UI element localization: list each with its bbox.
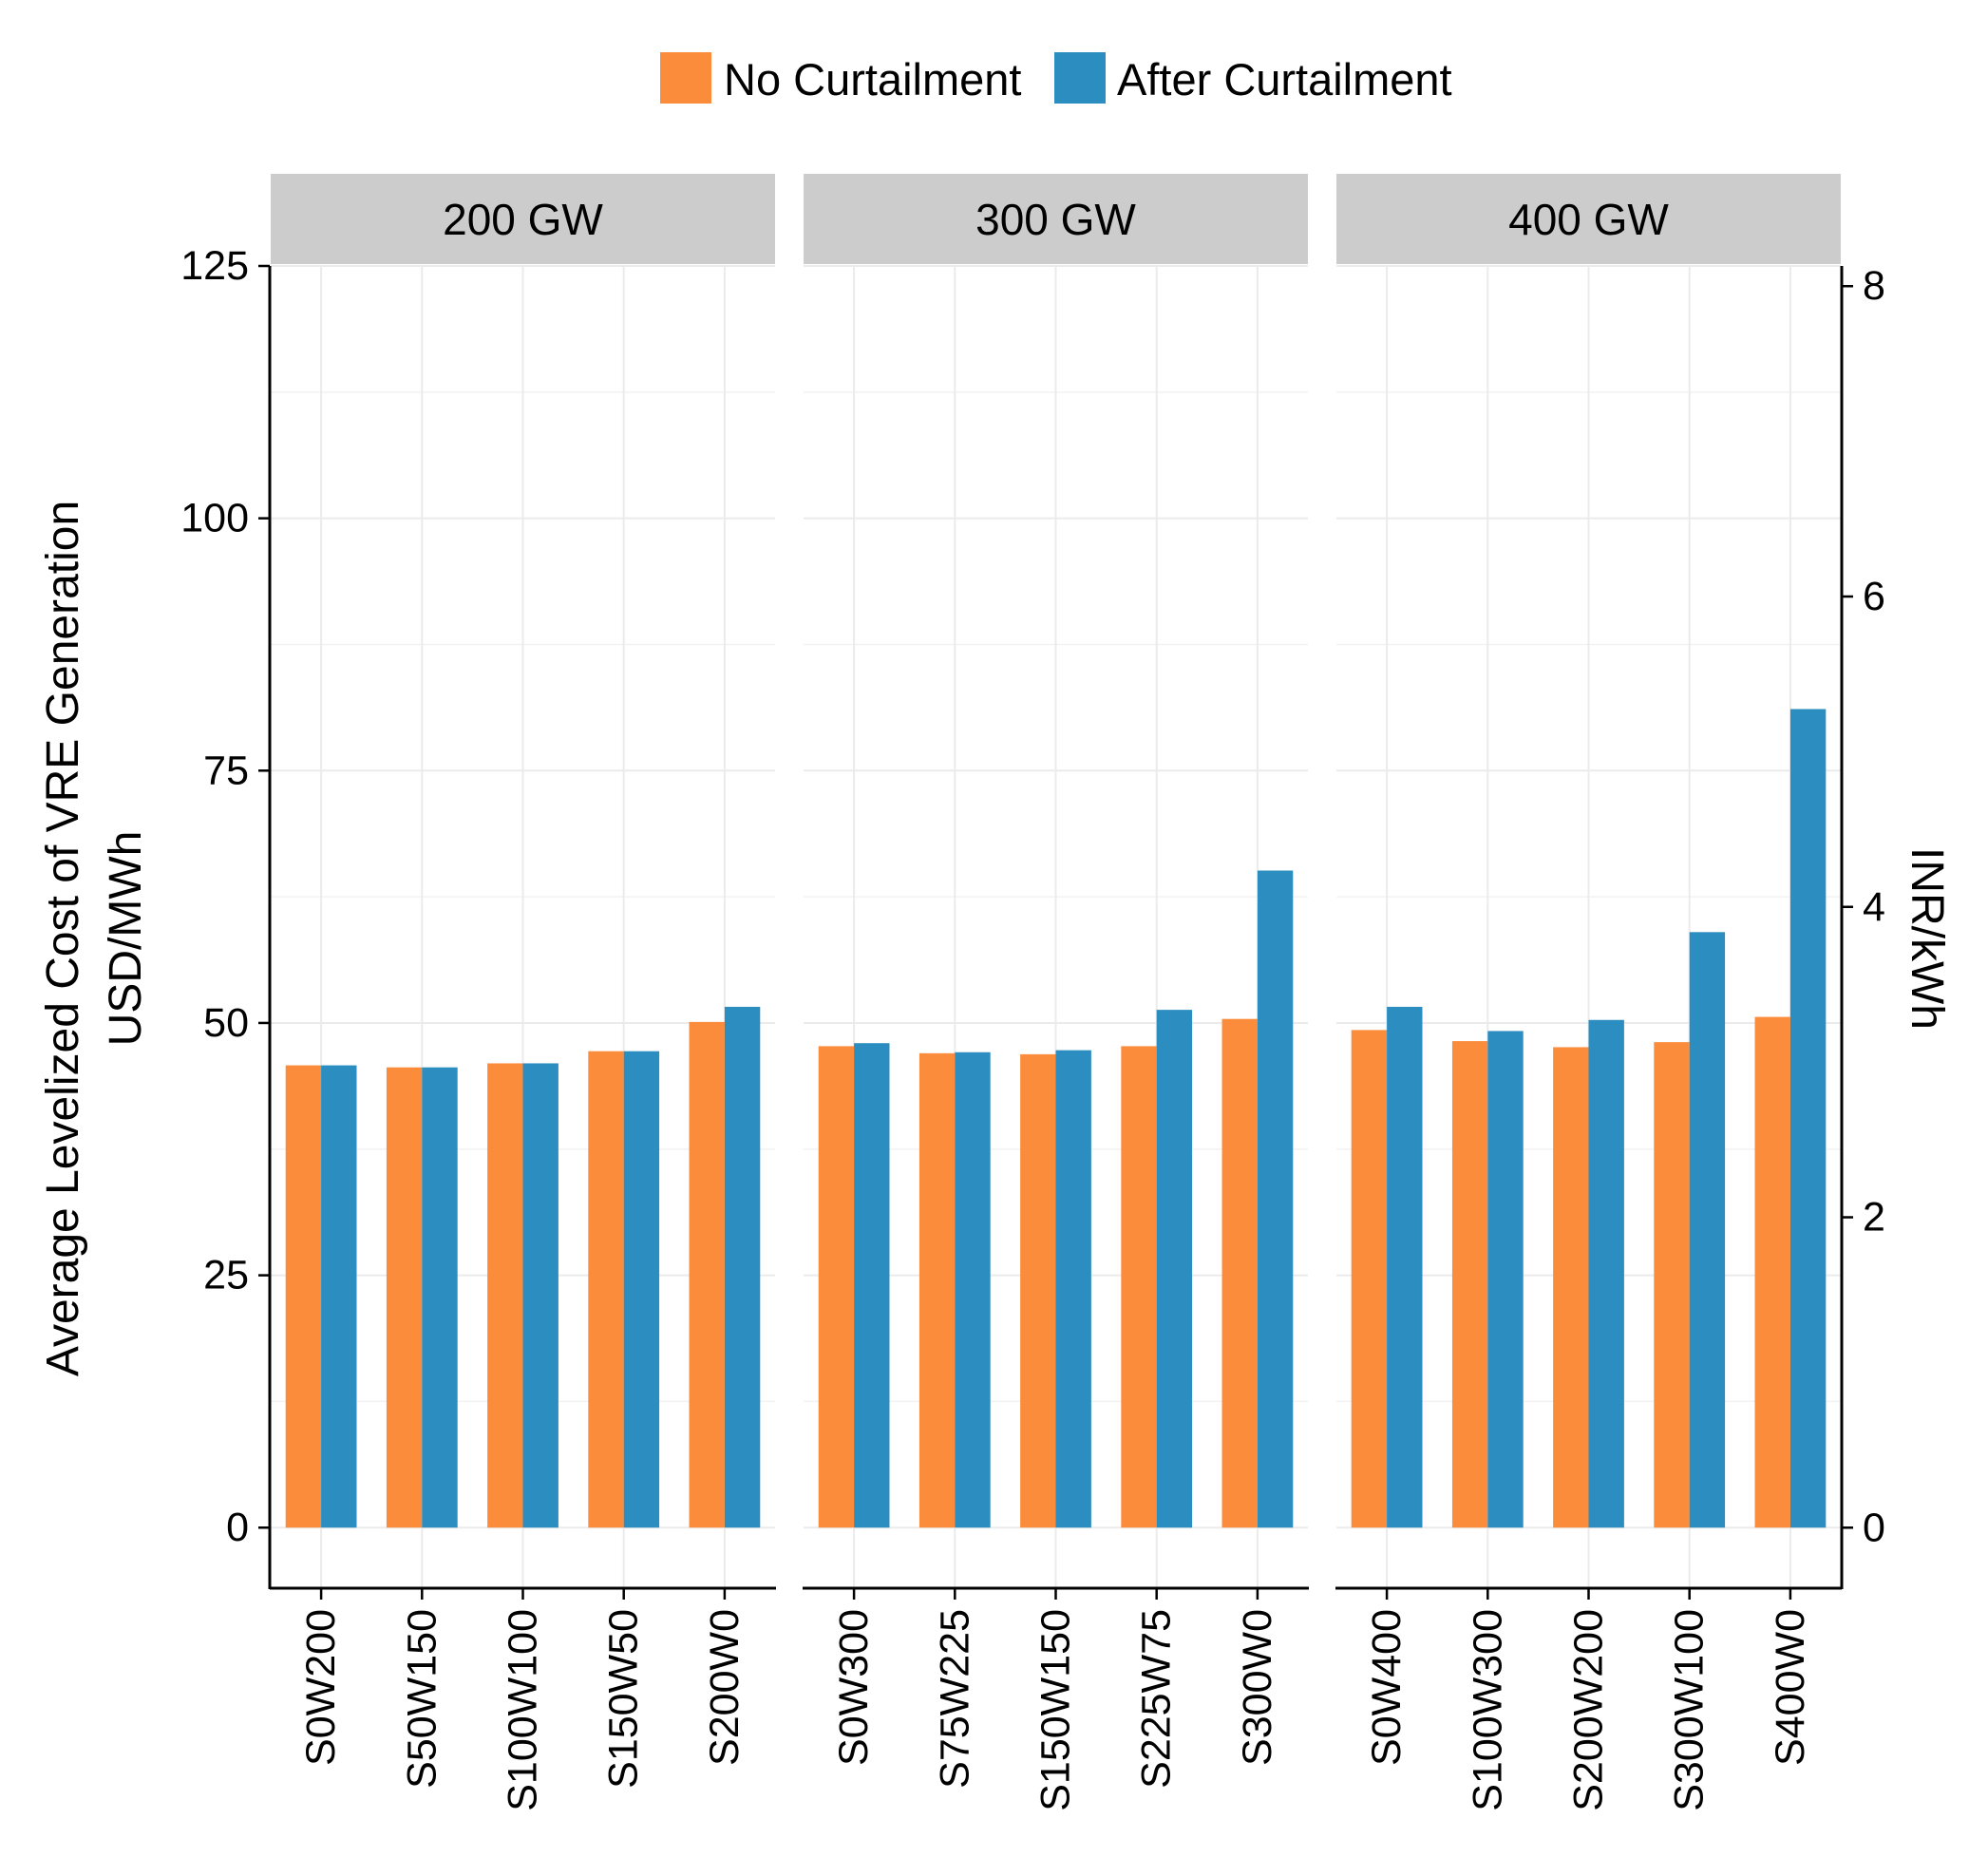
bar bbox=[918, 1052, 956, 1528]
facet-panel: 200 GW S0W200 S50W150 S100W100 S150W50 S200W0 bbox=[270, 174, 776, 1811]
y-axis-left-title-line2: USD/MWh bbox=[101, 831, 151, 1047]
bar bbox=[321, 1065, 357, 1528]
y-tick-label-right: 6 bbox=[1863, 574, 1885, 619]
bar bbox=[1387, 1006, 1423, 1528]
y-axis-left-title-line1: Average Levelized Cost of VRE Generation bbox=[38, 501, 88, 1376]
facet-strip bbox=[271, 174, 775, 264]
x-tick-label: S0W400 bbox=[1364, 1609, 1410, 1766]
bar bbox=[487, 1063, 523, 1528]
bar bbox=[285, 1065, 322, 1528]
x-tick-label: S225W75 bbox=[1134, 1609, 1180, 1789]
x-tick-label: S150W150 bbox=[1033, 1609, 1079, 1811]
bar bbox=[1257, 870, 1294, 1528]
bar bbox=[854, 1043, 890, 1528]
x-tick-label: S0W200 bbox=[298, 1609, 344, 1766]
bar bbox=[1689, 932, 1726, 1528]
y-tick-label-left: 75 bbox=[203, 748, 249, 793]
bar bbox=[1487, 1031, 1524, 1528]
bar bbox=[1789, 709, 1827, 1528]
x-tick-label: S200W0 bbox=[702, 1609, 748, 1766]
facet-strip-label: 200 GW bbox=[443, 195, 603, 244]
legend-label: After Curtailment bbox=[1117, 54, 1452, 104]
y-axis-right-title: INR/kWh bbox=[1902, 847, 1952, 1030]
bar bbox=[1553, 1047, 1589, 1528]
bar bbox=[422, 1067, 458, 1528]
bar bbox=[1121, 1046, 1157, 1528]
facet-panels: 200 GW S0W200 S50W150 S100W100 S150W50 S200W0… bbox=[270, 174, 1842, 1811]
y-tick-label-left: 50 bbox=[203, 1000, 249, 1046]
x-tick-label: S300W100 bbox=[1667, 1609, 1713, 1811]
x-tick-label: S50W150 bbox=[399, 1609, 445, 1789]
y-tick-label-left: 125 bbox=[180, 243, 249, 289]
bar bbox=[623, 1051, 660, 1528]
x-tick-label: S300W0 bbox=[1235, 1609, 1280, 1766]
x-tick-label: S400W0 bbox=[1768, 1609, 1813, 1766]
bar bbox=[1055, 1050, 1091, 1528]
x-tick-label: S100W300 bbox=[1465, 1609, 1510, 1811]
legend-label: No Curtailment bbox=[724, 54, 1021, 104]
bar bbox=[1754, 1016, 1790, 1528]
bar bbox=[1221, 1018, 1258, 1528]
x-tick-label: S100W100 bbox=[501, 1609, 546, 1811]
legend-key bbox=[660, 52, 711, 104]
axes: 0 25 50 75 100 125 0 2 4 6 8 bbox=[180, 243, 1885, 1589]
facet-panel: 300 GW S0W300 S75W225 S150W150 S225W75 S300W0 bbox=[803, 174, 1309, 1811]
x-tick-label: S200W200 bbox=[1566, 1609, 1612, 1811]
x-tick-label: S0W300 bbox=[831, 1609, 877, 1766]
x-tick-label: S75W225 bbox=[932, 1609, 977, 1789]
bar bbox=[1020, 1053, 1056, 1528]
bar bbox=[955, 1052, 991, 1528]
bar bbox=[724, 1006, 761, 1528]
facet-panel: 400 GW S0W400 S100W300 S200W200 S300W100 S400… bbox=[1335, 174, 1842, 1811]
y-tick-label-right: 0 bbox=[1863, 1505, 1885, 1550]
y-tick-label-left: 100 bbox=[180, 496, 249, 541]
bar bbox=[1654, 1042, 1690, 1528]
bar bbox=[689, 1021, 725, 1528]
bar bbox=[588, 1051, 624, 1528]
facet-strip-label: 400 GW bbox=[1508, 195, 1669, 244]
facet-strip bbox=[1336, 174, 1841, 264]
x-tick-label: S150W50 bbox=[601, 1609, 647, 1789]
bar bbox=[1156, 1010, 1193, 1528]
legend: No Curtailment After Curtailment bbox=[660, 52, 1452, 104]
y-tick-label-right: 2 bbox=[1863, 1195, 1885, 1241]
bar bbox=[1588, 1019, 1624, 1528]
y-tick-label-left: 25 bbox=[203, 1253, 249, 1298]
bar bbox=[522, 1063, 559, 1528]
facet-strip bbox=[804, 174, 1308, 264]
bar bbox=[1451, 1041, 1488, 1528]
y-tick-label-right: 4 bbox=[1863, 884, 1885, 930]
facet-strip-label: 300 GW bbox=[975, 195, 1136, 244]
bar bbox=[386, 1067, 423, 1528]
bar bbox=[818, 1046, 855, 1528]
legend-key bbox=[1054, 52, 1106, 104]
y-tick-label-left: 0 bbox=[226, 1505, 249, 1550]
y-tick-label-right: 8 bbox=[1863, 263, 1885, 309]
bar bbox=[1351, 1030, 1388, 1528]
